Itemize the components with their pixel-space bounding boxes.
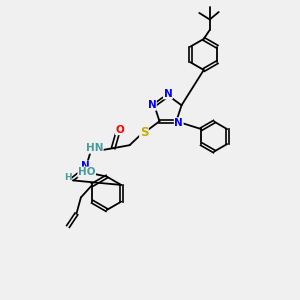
Text: N: N [164, 89, 172, 99]
Text: H: H [64, 173, 71, 182]
Text: N: N [81, 161, 90, 171]
Text: HO: HO [78, 167, 95, 177]
Text: N: N [174, 118, 183, 128]
Text: HN: HN [85, 143, 103, 153]
Text: O: O [116, 124, 124, 135]
Text: N: N [148, 100, 156, 110]
Text: S: S [140, 126, 148, 139]
